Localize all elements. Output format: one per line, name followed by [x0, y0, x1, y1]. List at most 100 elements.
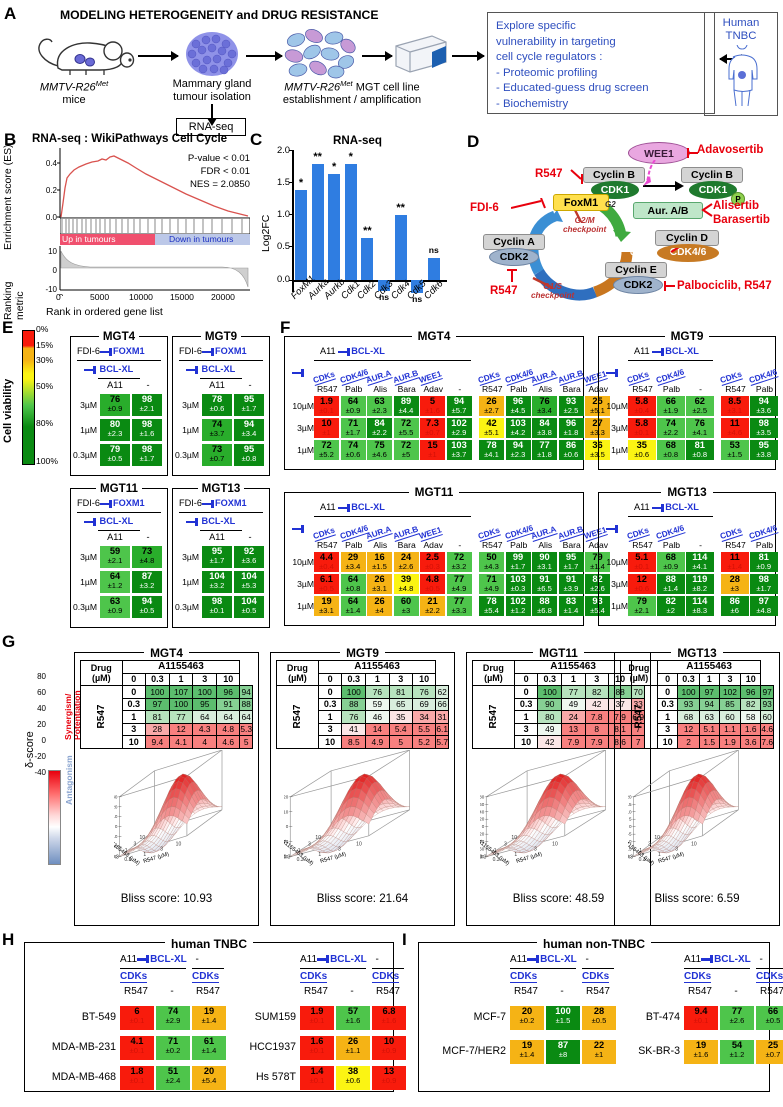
panel-f-cell-MGT11-0-6-value: 50 — [486, 552, 497, 562]
panel-f-cell-MGT11-2-0-value: 19 — [321, 596, 332, 606]
panel-f-cell-MGT4-0-7: 96 ±4.5 — [505, 396, 531, 416]
panel-g-cell-MGT9-1-1: 59 — [365, 697, 390, 711]
panel-g-cell-MGT4-1-3: 91 — [216, 697, 241, 711]
svg-text:0.3: 0.3 — [297, 857, 304, 863]
panelI-groups-cell-MCF-7/HER2-0-value: 19 — [521, 1040, 533, 1050]
panelH-groups-cell-MDA-MB-231-0-error: ±0.1 — [129, 1045, 145, 1055]
phase-m: M — [638, 222, 645, 231]
panelI-groups-r547-1-0: R547 — [514, 986, 538, 997]
panel-f-cell-MGT4-0-9-value: 93 — [565, 396, 577, 406]
panel-g-rowconc-MGT4-0: 0 — [121, 685, 146, 699]
svg-text:10: 10 — [284, 809, 289, 814]
svg-text:0.0: 0.0 — [46, 213, 58, 222]
panel-g-rowconc-MGT9-1: 0.3 — [317, 697, 343, 711]
panel-f-cell-MGT13-1-0: 12 ±0.6 — [628, 574, 656, 594]
panel-g-cell-MGT11-2-0: 80 — [537, 710, 563, 724]
svg-text:3: 3 — [534, 847, 537, 853]
panel-e-dose-MGT9-2: 0.3µM — [174, 450, 199, 460]
panelH-groups-cell-Hs 578T-2: 13 ±0.9 — [372, 1066, 406, 1090]
panel-f-cell-MGT4-2-0-error: ±5.2 — [319, 449, 334, 459]
panel-h: H human TNBC A11 BCL-XL - CDKs CDKs R547 - R54… — [0, 928, 406, 1106]
panel-f-cell-MGT11-2-0-error: ±3.1 — [319, 605, 334, 615]
panel-f-a11-bclxl-MGT4: A11 BCL-XL — [320, 346, 385, 356]
panel-e-cell-MGT9-0-1-error: ±1.7 — [241, 403, 257, 413]
panel-f-dose-MGT9-2: 1µM — [611, 445, 628, 455]
panelH-groups-cell-SUM159-2-error: ±1.6 — [381, 1015, 397, 1025]
panel-g-cell-MGT9-4-3: 5.2 — [411, 735, 437, 749]
panel-g-cell-MGT13-2-1: 63 — [698, 710, 720, 724]
panel-f-cell-MGT11-1-4: 4.8 ±0.5 — [420, 574, 445, 594]
panel-f-drug-MGT11-L1: Palb — [345, 540, 363, 550]
panel-f-dose-MGT13-0: 10µM — [606, 557, 628, 567]
panel-g-colconc-MGT9-2: 1 — [365, 672, 390, 686]
panel-f-cell-MGT11-0-1: 29 ±3.4 — [340, 552, 366, 572]
panel-f-inhibit-MGT13 — [606, 520, 619, 538]
panel-e-cell-MGT13-1-1-error: ±5.3 — [241, 580, 257, 590]
panel-f-cell-MGT11-1-8-value: 91 — [539, 574, 550, 584]
panel-g-colconc-MGT13-1: 0.3 — [677, 672, 700, 686]
panel-g-cell-MGT4-4-1: 4.1 — [168, 735, 194, 749]
panel-e-cell-MGT4-1-1-error: ±1.6 — [139, 428, 155, 438]
panel-f-cell-MGT13-0-4-value: 81 — [758, 552, 769, 562]
panelI-groups-cell-BT-474-1: 77 ±2.6 — [720, 1006, 754, 1030]
panel-f-cell-MGT13-1-3-value: 28 — [729, 574, 740, 584]
panel-g-drug-label-MGT13: Drug (µM) — [620, 660, 658, 686]
panel-e-cell-MGT4-0-0-value: 76 — [109, 394, 121, 404]
panel-f-title-MGT13: MGT13 — [598, 483, 776, 501]
panel-f-cell-MGT4-0-1-error: ±0.9 — [345, 405, 361, 415]
panel-e-cell-MGT11-1-1-value: 87 — [141, 571, 153, 581]
panel-g-row-MGT4-1: 0.3 97 100 95 91 88 — [81, 697, 253, 711]
panel-g-cell-MGT4-2-4: 64 — [239, 710, 253, 724]
panel-e-fdi6-foxm1-MGT4: FDI-6 FOXM1 — [77, 346, 145, 356]
panelH-groups-cell-HCC1937-1: 26 ±1.1 — [336, 1036, 370, 1060]
panel-f-drug-MGT4-L3: Bara — [397, 384, 416, 394]
panel-g-cell-MGT4-0-0: 100 — [144, 685, 170, 699]
panel-g-drug-label-MGT4: Drug (µM) — [80, 660, 123, 686]
svg-text:-15: -15 — [628, 847, 632, 852]
panel-g-cell-MGT13-0-4: 97 — [760, 685, 774, 699]
panel-f-cell-MGT11-1-8: 91 ±6.5 — [532, 574, 557, 594]
svg-text:-40: -40 — [284, 854, 289, 859]
panel-f-cell-MGT13-1-2: 119 ±8.2 — [686, 574, 714, 594]
panel-f-cell-MGT13-1-1-value: 88 — [665, 574, 676, 584]
panel-f-cell-MGT13-0-2-value: 114 — [692, 552, 708, 562]
panel-e-cell-MGT13-0-0-error: ±1.7 — [209, 555, 225, 565]
panel-f-cell-MGT9-2-4-value: 95 — [758, 440, 769, 450]
panel-g-cell-MGT13-0-0: 100 — [677, 685, 700, 699]
panel-g-cell-MGT4-2-3: 64 — [216, 710, 241, 724]
panelH-groups-cell-HCC1937-2-value: 10 — [383, 1036, 395, 1046]
panel-f-cell-MGT4-2-5-value: 103 — [451, 440, 467, 450]
panel-f-cell-MGT13-2-1: 82 ±2 — [657, 596, 685, 616]
panel-e-letter: E — [2, 318, 14, 337]
panel-e-dose-MGT9-0: 3µM — [182, 400, 199, 410]
panel-g-rowconc-MGT13-4: 10 — [656, 735, 679, 749]
panel-f-cell-MGT9-1-0: 5.8 ±0.1 — [628, 418, 656, 438]
svg-text:0: 0 — [629, 824, 632, 829]
panel-g-cell-MGT4-3-3: 4.8 — [216, 722, 241, 736]
panel-g-bliss-MGT13: Bliss score: 6.59 — [654, 892, 740, 905]
svg-text:-10: -10 — [45, 285, 57, 294]
panel-f-dose-MGT11-2: 1µM — [297, 601, 314, 611]
panel-f-cell-MGT9-0-2-value: 62 — [694, 396, 705, 406]
panel-g-cell-MGT9-2-3: 34 — [411, 710, 437, 724]
panel-e-fdi6-foxm1-MGT11: FDI-6 FOXM1 — [77, 498, 145, 508]
panel-f-dose-MGT11-1: 3µM — [297, 579, 314, 589]
panel-a-letter: A — [4, 4, 17, 23]
svg-text:10: 10 — [315, 835, 321, 841]
panel-f-cell-MGT11-2-3: 60 ±3 — [393, 596, 419, 616]
panel-g-title-MGT4: MGT4 — [74, 644, 259, 662]
inhibit-wee1-icon — [687, 148, 698, 158]
bclxl-label: BCL-XL — [351, 502, 385, 512]
panel-e-cell-MGT9-0-0: 78 ±0.6 — [202, 394, 232, 416]
panel-f-cell-MGT9-1-3-error: ±4.6 — [727, 427, 743, 437]
panel-g-cell-MGT9-2-0: 76 — [341, 710, 367, 724]
panel-f-drug-MGT11-L4: Adav — [423, 540, 444, 550]
panel-f-cell-MGT11-0-9-value: 95 — [565, 552, 577, 562]
panel-f-cell-MGT4-0-3-value: 89 — [400, 396, 412, 406]
sig-FoxM1: * — [298, 176, 304, 189]
panel-f-cell-MGT4-2-10: 36 ±3.5 — [585, 440, 610, 460]
panel-f-cell-MGT11-1-2-value: 26 — [374, 574, 385, 584]
panel-f-cell-MGT4-1-7: 103 ±4.2 — [505, 418, 531, 438]
panel-f-cell-MGT4-2-10-value: 36 — [592, 440, 603, 450]
panel-f-cell-MGT4-1-3: 72 ±5.5 — [393, 418, 419, 438]
